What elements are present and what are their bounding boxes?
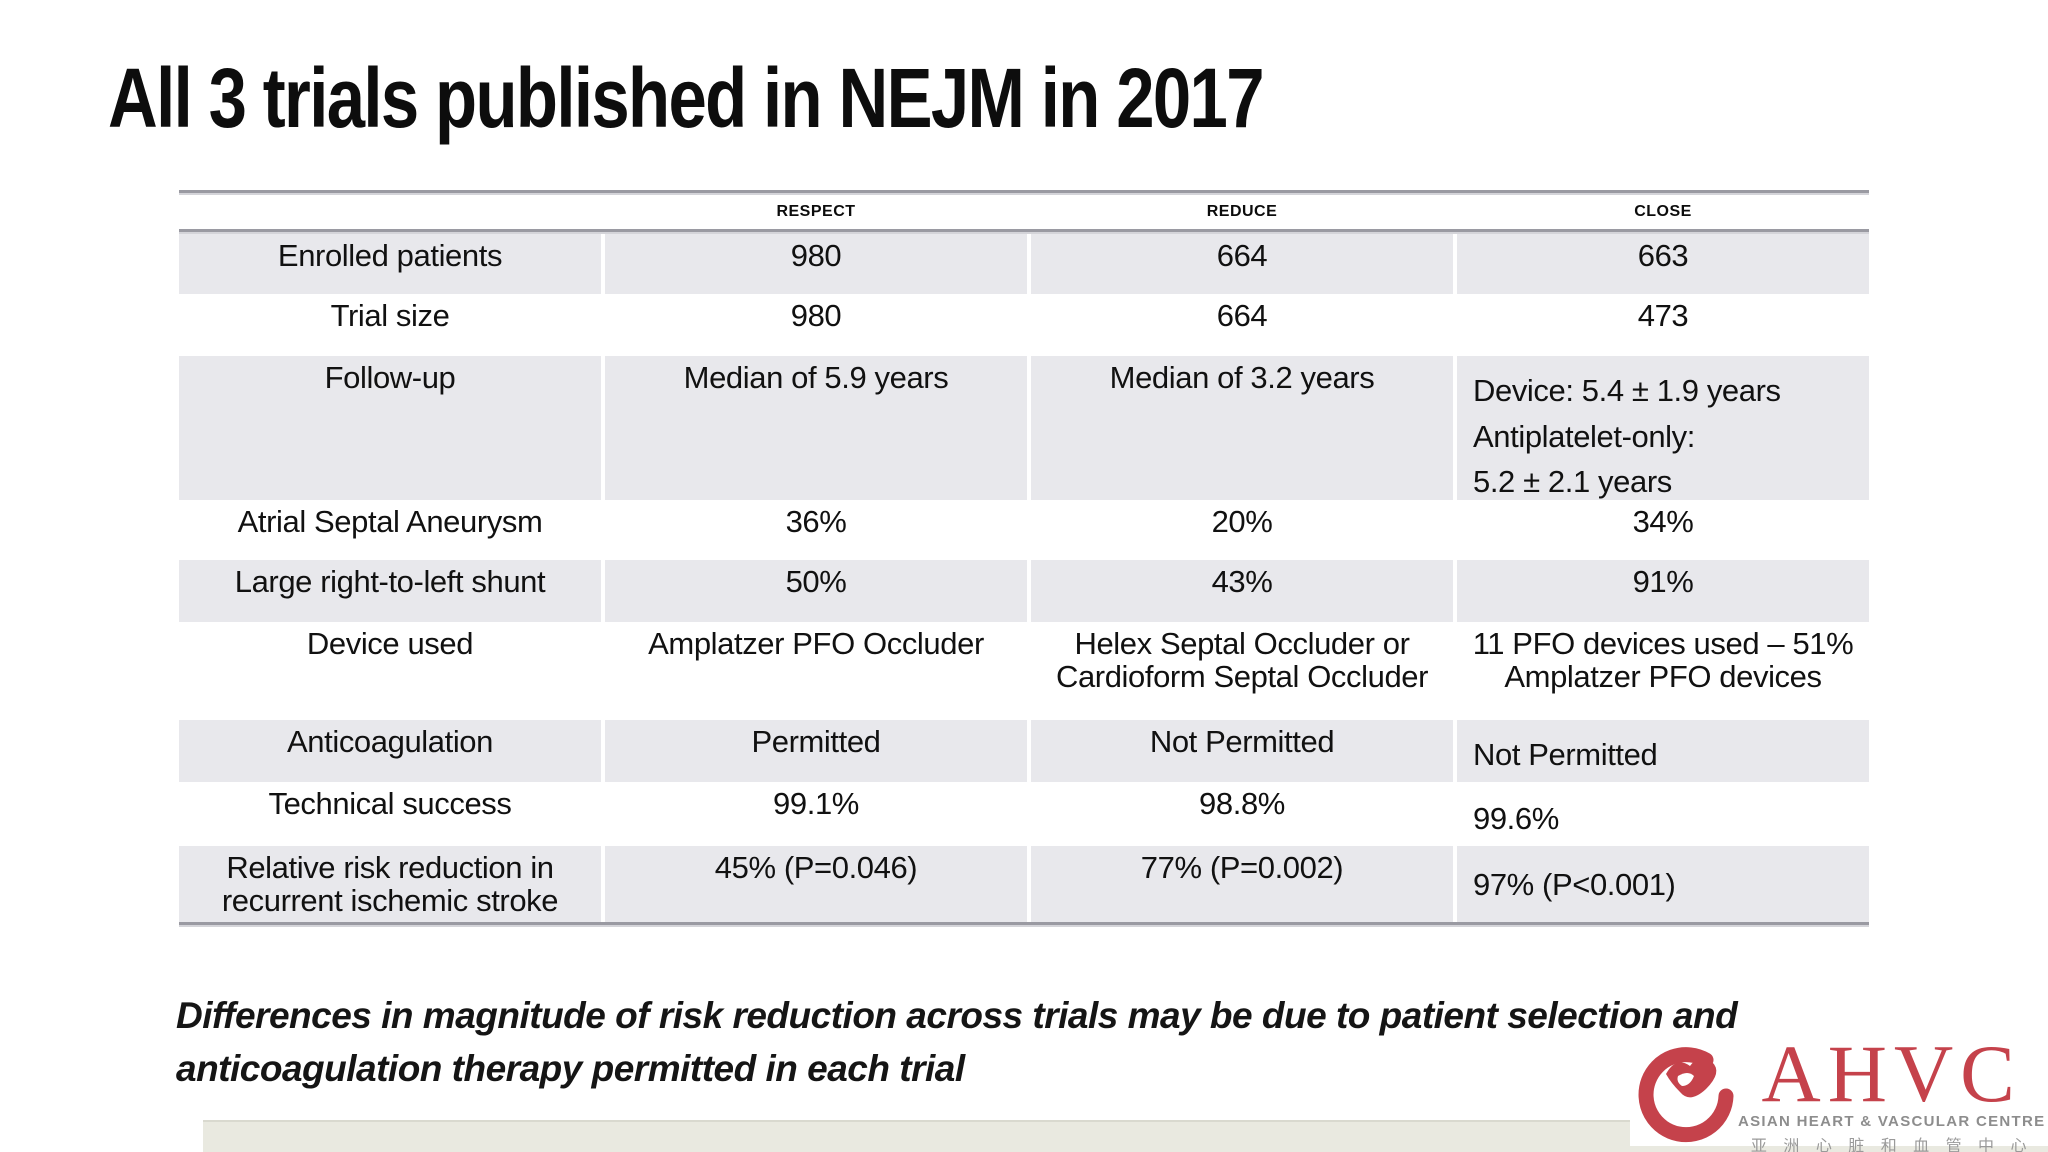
table-cell: 91% xyxy=(1457,560,1869,622)
table-cell: Median of 3.2 years xyxy=(1031,356,1453,500)
row-label: Trial size xyxy=(330,298,450,333)
table-cell: 36% xyxy=(785,504,847,539)
ahvc-logo: AHVC ASIAN HEART & VASCULAR CENTRE 亚 洲 心… xyxy=(1630,1032,2048,1152)
row-label: Technical success xyxy=(268,786,512,821)
table-cell: Device: 5.4 ± 1.9 years Antiplatelet-onl… xyxy=(1457,356,1869,500)
row-label: Follow-up xyxy=(179,356,601,500)
table-row: Enrolled patients 980 664 663 xyxy=(179,234,1869,294)
table-cell: 99.1% xyxy=(773,786,859,821)
table-cell: 980 xyxy=(605,234,1027,294)
column-header-respect: RESPECT xyxy=(776,203,856,220)
logo-name: ASIAN HEART & VASCULAR CENTRE xyxy=(1738,1113,2046,1131)
row-label: Device used xyxy=(306,626,474,661)
column-header-empty xyxy=(179,195,601,229)
table-row: Large right-to-left shunt 50% 43% 91% xyxy=(179,560,1869,622)
row-label: Atrial Septal Aneurysm xyxy=(237,504,543,539)
table-cell: 45% (P=0.046) xyxy=(605,846,1027,922)
table-row: Relative risk reduction in recurrent isc… xyxy=(179,846,1869,922)
table-cell: 20% xyxy=(1211,504,1273,539)
table-cell: 77% (P=0.002) xyxy=(1031,846,1453,922)
table-cell: 980 xyxy=(790,298,842,333)
table-row: Follow-up Median of 5.9 years Median of … xyxy=(179,356,1869,500)
table-cell: 99.6% xyxy=(1473,801,1559,836)
table-row: Technical success 99.1% 98.8% 99.6% xyxy=(179,782,1869,846)
row-label: Anticoagulation xyxy=(179,720,601,782)
table-cell: 11 PFO devices used – 51% Amplatzer PFO … xyxy=(1472,626,1854,695)
table-cell: 43% xyxy=(1031,560,1453,622)
table-cell: Not Permitted xyxy=(1031,720,1453,782)
table-row: Anticoagulation Permitted Not Permitted … xyxy=(179,720,1869,782)
page-title: All 3 trials published in NEJM in 2017 xyxy=(108,51,1265,145)
table-cell: 97% (P<0.001) xyxy=(1457,846,1869,922)
column-header-close: CLOSE xyxy=(1634,203,1692,220)
row-label: Enrolled patients xyxy=(179,234,601,294)
table-cell: 473 xyxy=(1637,298,1689,333)
table-header-row: RESPECT REDUCE CLOSE xyxy=(179,195,1869,229)
table-cell: Not Permitted xyxy=(1457,720,1869,782)
brush-heart-icon xyxy=(1638,1047,1734,1143)
logo-text-block: AHVC ASIAN HEART & VASCULAR CENTRE 亚 洲 心… xyxy=(1738,1028,2046,1152)
table-cell: 664 xyxy=(1031,234,1453,294)
table-cell: 664 xyxy=(1216,298,1268,333)
table-row: Atrial Septal Aneurysm 36% 20% 34% xyxy=(179,500,1869,560)
table-cell: Median of 5.9 years xyxy=(605,356,1027,500)
table-cell: Permitted xyxy=(605,720,1027,782)
row-label: Large right-to-left shunt xyxy=(179,560,601,622)
table-top-border xyxy=(179,190,1869,195)
row-label: Relative risk reduction in recurrent isc… xyxy=(179,846,601,922)
table-cell: Helex Septal Occluder or Cardioform Sept… xyxy=(1055,626,1429,695)
table-header-divider xyxy=(179,229,1869,234)
column-header-reduce: REDUCE xyxy=(1206,203,1278,220)
table-cell: 34% xyxy=(1632,504,1694,539)
logo-name-chinese: 亚 洲 心 脏 和 血 管 中 心 xyxy=(1750,1138,2033,1152)
table-cell: 663 xyxy=(1457,234,1869,294)
table-row: Device used Amplatzer PFO Occluder Helex… xyxy=(179,622,1869,720)
table-row: Trial size 980 664 473 xyxy=(179,294,1869,356)
table-bottom-border xyxy=(179,922,1869,927)
table-cell: 50% xyxy=(605,560,1027,622)
logo-acronym: AHVC xyxy=(1761,1028,2022,1119)
table-cell: 98.8% xyxy=(1199,786,1285,821)
comparison-table: RESPECT REDUCE CLOSE Enrolled patients 9… xyxy=(179,190,1869,927)
footnote-text: Differences in magnitude of risk reducti… xyxy=(176,995,1738,1089)
table-cell: Amplatzer PFO Occluder xyxy=(648,626,984,661)
